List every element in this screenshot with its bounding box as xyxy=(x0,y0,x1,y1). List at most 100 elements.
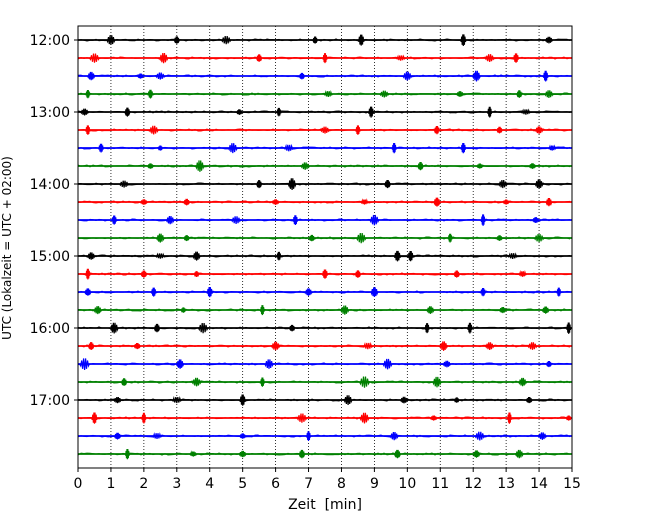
trace-burst-2 xyxy=(323,90,334,97)
trace-burst-1 xyxy=(165,215,175,225)
trace-noise xyxy=(77,452,571,456)
trace-burst-5 xyxy=(480,214,486,226)
trace-burst-6 xyxy=(566,322,572,334)
trace-burst-6 xyxy=(518,269,528,277)
trace-burst-0 xyxy=(111,215,118,225)
trace-row-16 xyxy=(77,322,572,334)
x-axis-ticks: 0 1 2 3 4 5 6 7 8 9 10 11 12 13 14 15 xyxy=(74,468,581,492)
x-tick-label-9: 9 xyxy=(370,476,379,492)
trace-burst-6 xyxy=(531,217,540,224)
trace-burst-0 xyxy=(119,180,130,188)
trace-row-2 xyxy=(77,70,572,82)
trace-burst-3 xyxy=(292,215,299,226)
trace-row-13 xyxy=(77,268,572,280)
trace-burst-1 xyxy=(183,235,190,242)
trace-burst-3 xyxy=(322,53,328,64)
trace-burst-1 xyxy=(180,307,187,313)
trace-burst-0 xyxy=(113,396,122,404)
trace-burst-2 xyxy=(197,323,209,334)
trace-burst-6 xyxy=(527,342,538,350)
traces xyxy=(77,34,572,460)
trace-burst-0 xyxy=(139,199,148,205)
trace-burst-6 xyxy=(544,36,554,44)
trace-burst-1 xyxy=(189,450,198,457)
trace-burst-0 xyxy=(113,432,122,440)
trace-burst-1 xyxy=(195,160,205,172)
y-tick-label-4: 16:00 xyxy=(30,321,70,337)
x-tick-label-6: 6 xyxy=(271,476,280,492)
trace-row-1 xyxy=(77,52,572,64)
trace-burst-5 xyxy=(472,70,481,82)
trace-burst-1 xyxy=(141,412,147,424)
trace-burst-2 xyxy=(239,394,247,406)
trace-burst-2 xyxy=(270,341,281,351)
trace-burst-5 xyxy=(502,199,510,205)
trace-row-8 xyxy=(77,178,572,191)
x-tick-label-15: 15 xyxy=(563,476,581,492)
trace-burst-3 xyxy=(321,269,329,279)
trace-noise xyxy=(77,398,571,402)
trace-burst-5 xyxy=(545,361,553,368)
trace-burst-1 xyxy=(175,359,185,369)
x-tick-label-5: 5 xyxy=(238,476,247,492)
trace-burst-6 xyxy=(541,306,550,314)
x-tick-label-1: 1 xyxy=(106,476,115,492)
trace-burst-5 xyxy=(528,163,537,169)
trace-burst-3 xyxy=(382,358,393,370)
x-tick-label-11: 11 xyxy=(431,476,449,492)
trace-burst-6 xyxy=(533,234,545,243)
trace-burst-3 xyxy=(298,72,306,80)
trace-burst-3 xyxy=(417,161,424,171)
trace-burst-3 xyxy=(276,107,282,117)
x-tick-label-8: 8 xyxy=(337,476,346,492)
trace-row-23 xyxy=(77,448,572,460)
trace-burst-6 xyxy=(512,53,520,63)
trace-burst-4 xyxy=(370,287,379,298)
trace-burst-2 xyxy=(227,143,238,154)
trace-burst-0 xyxy=(85,89,91,99)
trace-burst-5 xyxy=(484,342,495,350)
trace-burst-6 xyxy=(534,126,544,134)
trace-burst-0 xyxy=(79,358,90,370)
trace-burst-1 xyxy=(124,107,131,117)
trace-burst-1 xyxy=(148,125,159,135)
trace-burst-3 xyxy=(298,449,306,459)
trace-burst-4 xyxy=(389,431,399,441)
trace-burst-5 xyxy=(407,250,414,262)
trace-burst-1 xyxy=(150,287,157,297)
trace-row-10 xyxy=(77,214,572,226)
trace-burst-6 xyxy=(547,144,557,151)
trace-burst-5 xyxy=(487,106,493,118)
trace-burst-0 xyxy=(85,125,91,135)
trace-burst-2 xyxy=(259,305,265,316)
trace-burst-2 xyxy=(300,162,310,170)
trace-burst-1 xyxy=(153,323,161,333)
trace-burst-1 xyxy=(171,395,183,404)
y-tick-label-2: 14:00 xyxy=(30,177,70,193)
trace-burst-5 xyxy=(472,450,481,458)
trace-burst-4 xyxy=(402,71,413,81)
trace-burst-1 xyxy=(140,270,148,278)
trace-burst-3 xyxy=(340,305,350,315)
trace-noise xyxy=(77,92,571,96)
trace-burst-4 xyxy=(399,396,409,404)
trace-burst-1 xyxy=(151,432,163,440)
trace-burst-6 xyxy=(520,108,531,115)
trace-burst-0 xyxy=(86,71,96,81)
trace-burst-0 xyxy=(106,35,116,46)
trace-burst-2 xyxy=(287,178,297,191)
trace-noise xyxy=(77,308,571,312)
x-tick-label-13: 13 xyxy=(497,476,515,492)
trace-burst-2 xyxy=(238,450,247,458)
trace-burst-4 xyxy=(433,197,441,207)
trace-burst-5 xyxy=(496,235,503,241)
trace-noise xyxy=(77,218,571,222)
trace-burst-6 xyxy=(525,397,533,404)
trace-burst-0 xyxy=(120,378,128,386)
trace-burst-4 xyxy=(442,360,452,368)
trace-burst-2 xyxy=(155,72,166,80)
trace-burst-5 xyxy=(498,307,507,314)
trace-row-6 xyxy=(77,142,572,154)
trace-row-22 xyxy=(77,431,572,441)
